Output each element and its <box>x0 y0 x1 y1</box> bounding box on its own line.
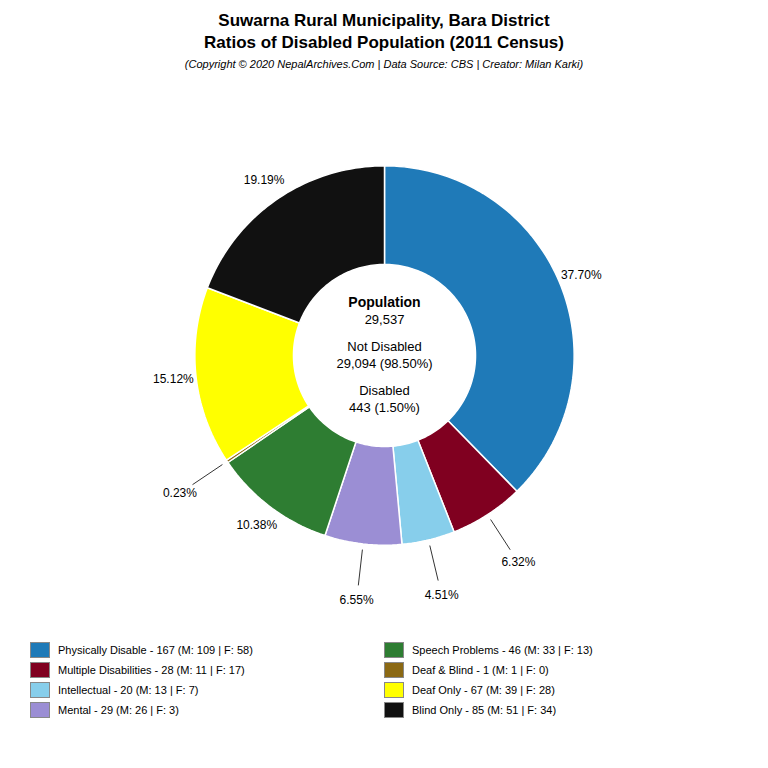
html-text:Speech Problems - 46 (M: 33 |: Speech Problems - 46 (M: 33 | F: 13) <box>412 644 593 656</box>
svg-text:19.19%: 19.19% <box>244 173 285 187</box>
svg-text:Disabled: Disabled <box>359 383 410 398</box>
svg-text:6.32%: 6.32% <box>501 555 535 569</box>
svg-text:37.70%: 37.70% <box>561 268 602 282</box>
svg-text:443 (1.50%): 443 (1.50%) <box>349 400 420 415</box>
svg-text:0.23%: 0.23% <box>163 486 197 500</box>
html-text:Multiple Disabilities - 28 (M:: Multiple Disabilities - 28 (M: 11 | F: 1… <box>58 664 245 676</box>
svg-text:6.55%: 6.55% <box>340 593 374 607</box>
html-text:Suwarna Rural Municipality, Ba: Suwarna Rural Municipality, Bara Distric… <box>204 11 564 52</box>
svg-text:29,537: 29,537 <box>365 312 405 327</box>
svg-text:4.51%: 4.51% <box>425 588 459 602</box>
svg-text:15.12%: 15.12% <box>153 372 194 386</box>
svg-text:29,094 (98.50%): 29,094 (98.50%) <box>336 356 432 371</box>
html-text:Mental - 29 (M: 26 | F: 3): Mental - 29 (M: 26 | F: 3) <box>58 704 179 716</box>
svg-text:Not Disabled: Not Disabled <box>347 339 421 354</box>
html-text:Deaf & Blind - 1 (M: 1 | F: 0): Deaf & Blind - 1 (M: 1 | F: 0) <box>412 664 549 676</box>
html-text:Deaf Only - 67 (M: 39 | F: 28): Deaf Only - 67 (M: 39 | F: 28) <box>412 684 555 696</box>
html-text:Physically Disable - 167 (M: 1: Physically Disable - 167 (M: 109 | F: 58… <box>58 644 253 656</box>
svg-text:10.38%: 10.38% <box>236 518 277 532</box>
svg-text:Population: Population <box>348 294 420 310</box>
html-text:Intellectual - 20 (M: 13 | F:: Intellectual - 20 (M: 13 | F: 7) <box>58 684 199 696</box>
html-text:(Copyright © 2020 NepalArchive: (Copyright © 2020 NepalArchives.Com | Da… <box>184 58 584 70</box>
html-text:Blind Only - 85 (M: 51 | F: 34: Blind Only - 85 (M: 51 | F: 34) <box>412 704 557 716</box>
